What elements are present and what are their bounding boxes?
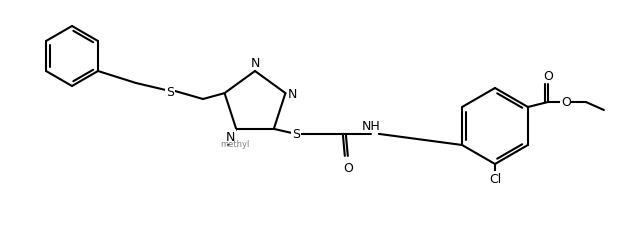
Text: N: N [250, 57, 259, 70]
Text: N: N [226, 130, 235, 143]
Text: O: O [343, 161, 352, 174]
Text: S: S [292, 128, 300, 141]
Text: O: O [543, 70, 553, 83]
Text: N: N [288, 87, 297, 100]
Text: NH: NH [361, 119, 380, 132]
Text: S: S [166, 85, 174, 98]
Text: O: O [561, 96, 571, 109]
Text: Cl: Cl [489, 172, 501, 185]
Text: methyl: methyl [220, 139, 250, 148]
